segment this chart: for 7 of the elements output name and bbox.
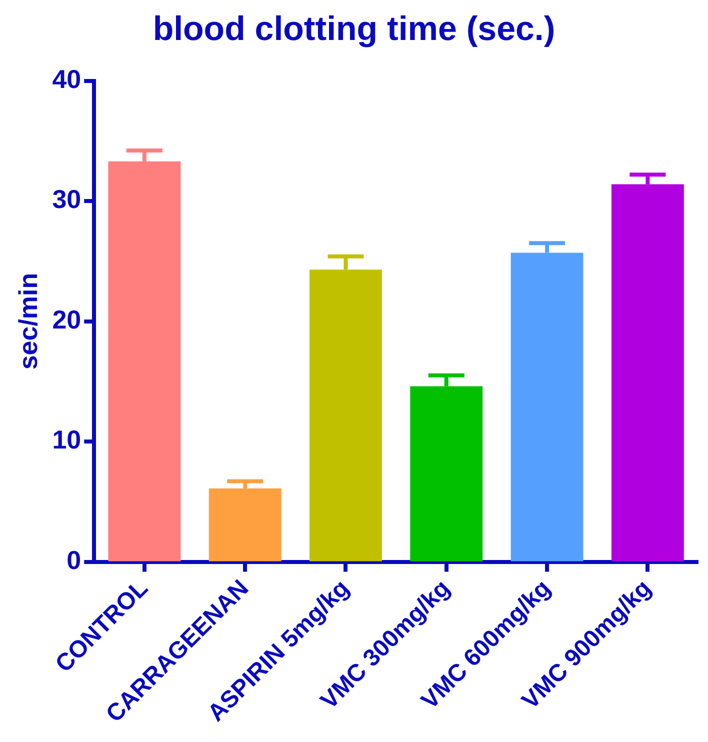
y-tick-label: 10: [52, 424, 82, 455]
y-axis-title: sec/min: [12, 272, 43, 370]
y-tick-label: 40: [52, 64, 82, 94]
chart-title: blood clotting time (sec.): [152, 10, 556, 48]
y-tick-label: 30: [52, 184, 82, 214]
y-tick-label: 0: [66, 544, 82, 575]
y-tick-label: 20: [52, 304, 82, 334]
